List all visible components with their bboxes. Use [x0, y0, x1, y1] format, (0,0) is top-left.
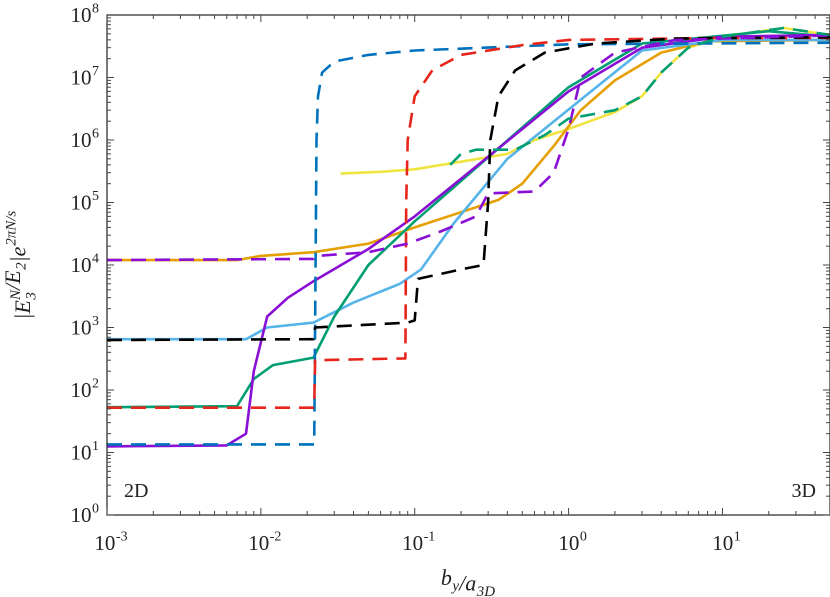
x-tick-label: 10^-2	[248, 530, 281, 555]
y-tick-label: 10^7	[71, 64, 99, 89]
series-line-5	[107, 41, 830, 446]
y-tick-label: 10^5	[71, 189, 99, 214]
x-axis-label: b_y/a_3D	[441, 565, 495, 597]
series-line-7	[107, 36, 830, 342]
x-tick-label: 10^1	[712, 530, 740, 555]
plot-area	[107, 26, 830, 448]
series-line-1	[107, 38, 830, 262]
series-line-8	[107, 34, 830, 262]
y-tick-label: 10^0	[71, 502, 99, 527]
y-tick-label: 10^3	[71, 314, 99, 339]
axes: 10^-3 10^-2 10^-1 10^0 10^1 10^0 10^1 10^2 10^3 1…	[71, 2, 830, 555]
y-tick-label: 10^1	[71, 439, 99, 464]
series-line-2	[107, 38, 830, 341]
x-tick-label: 10^0	[558, 530, 586, 555]
y-tick-label: 10^8	[71, 2, 99, 27]
series-line-4	[107, 33, 830, 448]
series-line-6	[107, 36, 830, 409]
axes-frame	[106, 14, 830, 516]
y-axis-label: |E_3^N/E_2|e^{2πN/s}	[0, 210, 39, 320]
x-tick-label: 10^-1	[402, 530, 435, 555]
annotation-3d: 3D	[792, 480, 816, 502]
x-tick-label: 10^-3	[94, 530, 127, 555]
y-tick-label: 10^6	[71, 127, 99, 152]
y-tick-label: 10^4	[71, 252, 99, 277]
series-line-9	[449, 26, 830, 166]
y-tick-label: 10^2	[71, 377, 99, 402]
annotation-2d: 2D	[124, 480, 148, 502]
